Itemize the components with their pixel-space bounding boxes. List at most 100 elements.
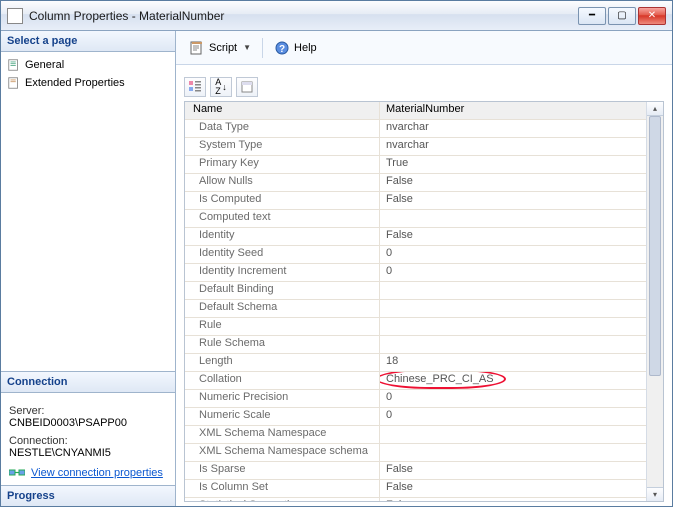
property-row[interactable]: Data Typenvarchar (185, 120, 646, 138)
property-value (380, 426, 646, 443)
property-name: Primary Key (185, 156, 380, 173)
categorized-icon (188, 80, 202, 94)
property-row[interactable]: Statistical SemanticsFalse (185, 498, 646, 501)
property-row[interactable]: Rule (185, 318, 646, 336)
chevron-down-icon: ▼ (243, 43, 251, 52)
page-extended[interactable]: Extended Properties (5, 74, 171, 92)
property-row[interactable]: Identity Increment0 (185, 264, 646, 282)
property-row[interactable]: Is SparseFalse (185, 462, 646, 480)
property-grid: NameMaterialNumberData TypenvarcharSyste… (184, 101, 664, 502)
scrollbar[interactable]: ▴ ▾ (646, 102, 663, 501)
select-page-header: Select a page (1, 31, 175, 52)
property-value: MaterialNumber (380, 102, 646, 119)
property-row[interactable]: XML Schema Namespace schema (185, 444, 646, 462)
property-row[interactable]: Is Column SetFalse (185, 480, 646, 498)
property-value (380, 318, 646, 335)
sort-az-icon: AZ (215, 78, 221, 96)
property-row[interactable]: Default Schema (185, 300, 646, 318)
spacer (1, 96, 175, 371)
property-value (380, 300, 646, 317)
script-label: Script (209, 42, 237, 54)
view-conn-row: View connection properties (9, 467, 167, 479)
property-value: 0 (380, 246, 646, 263)
property-row[interactable]: Numeric Scale0 (185, 408, 646, 426)
property-row[interactable]: XML Schema Namespace (185, 426, 646, 444)
property-value: False (380, 462, 646, 479)
view-connection-link[interactable]: View connection properties (31, 467, 163, 479)
page-icon (7, 58, 21, 72)
property-row[interactable]: Default Binding (185, 282, 646, 300)
property-value: 0 (380, 390, 646, 407)
categorized-button[interactable] (184, 77, 206, 97)
property-name: Computed text (185, 210, 380, 227)
property-row[interactable]: Primary KeyTrue (185, 156, 646, 174)
property-value (380, 336, 646, 353)
progress-header: Progress (1, 486, 175, 506)
property-row[interactable]: Numeric Precision0 (185, 390, 646, 408)
property-name: System Type (185, 138, 380, 155)
close-button[interactable]: ✕ (638, 7, 666, 25)
property-name: Length (185, 354, 380, 371)
property-row[interactable]: Length18 (185, 354, 646, 372)
property-row[interactable]: Rule Schema (185, 336, 646, 354)
scroll-thumb[interactable] (649, 116, 661, 376)
scroll-up-icon[interactable]: ▴ (647, 102, 663, 116)
property-row[interactable]: Allow NullsFalse (185, 174, 646, 192)
property-value (380, 444, 646, 461)
property-name: Identity Seed (185, 246, 380, 263)
property-value: False (380, 174, 646, 191)
property-name: Identity (185, 228, 380, 245)
property-name: Default Binding (185, 282, 380, 299)
right-pane: Script ▼ ? Help AZ↓ (176, 31, 672, 506)
property-name: Rule (185, 318, 380, 335)
property-row[interactable]: Identity Seed0 (185, 246, 646, 264)
minimize-button[interactable]: ━ (578, 7, 606, 25)
property-value (380, 282, 646, 299)
property-name: Identity Increment (185, 264, 380, 281)
connection-icon (9, 467, 25, 479)
page-general[interactable]: General (5, 56, 171, 74)
property-name: Numeric Scale (185, 408, 380, 425)
toolbar-sep (262, 38, 263, 58)
page-icon (7, 76, 21, 90)
highlight-annotation (380, 372, 506, 389)
property-row[interactable]: Computed text (185, 210, 646, 228)
property-row[interactable]: NameMaterialNumber (185, 102, 646, 120)
property-name: Is Sparse (185, 462, 380, 479)
property-value: Chinese_PRC_CI_AS (380, 372, 646, 389)
script-icon (189, 40, 205, 56)
property-name: XML Schema Namespace (185, 426, 380, 443)
connection-section: Server: CNBEID0003\PSAPP00 Connection: N… (1, 393, 175, 485)
connection-label: Connection: (9, 435, 167, 447)
property-pages-button[interactable] (236, 77, 258, 97)
property-value: nvarchar (380, 120, 646, 137)
grid-area: AZ↓ NameMaterialNumberData TypenvarcharS… (176, 65, 672, 506)
window-body: Select a page General Extended Propertie… (1, 31, 672, 506)
svg-text:?: ? (279, 44, 285, 55)
scroll-down-icon[interactable]: ▾ (647, 487, 663, 501)
property-row[interactable]: CollationChinese_PRC_CI_AS (185, 372, 646, 390)
script-button[interactable]: Script ▼ (184, 37, 256, 59)
property-value: False (380, 480, 646, 497)
property-name: Default Schema (185, 300, 380, 317)
app-icon (7, 8, 23, 24)
titlebar[interactable]: Column Properties - MaterialNumber ━ ▢ ✕ (1, 1, 672, 31)
property-value: False (380, 192, 646, 209)
connection-header: Connection (1, 372, 175, 393)
alphabetical-button[interactable]: AZ↓ (210, 77, 232, 97)
property-row[interactable]: Is ComputedFalse (185, 192, 646, 210)
page-general-label: General (25, 59, 64, 71)
property-name: Is Computed (185, 192, 380, 209)
toolbar: Script ▼ ? Help (176, 31, 672, 65)
property-value (380, 210, 646, 227)
property-value: nvarchar (380, 138, 646, 155)
property-name: Allow Nulls (185, 174, 380, 191)
maximize-button[interactable]: ▢ (608, 7, 636, 25)
property-row[interactable]: IdentityFalse (185, 228, 646, 246)
property-value: False (380, 228, 646, 245)
help-icon: ? (274, 40, 290, 56)
help-button[interactable]: ? Help (269, 37, 322, 59)
connection-value: NESTLE\CNYANMI5 (9, 447, 167, 459)
property-name: Numeric Precision (185, 390, 380, 407)
property-row[interactable]: System Typenvarchar (185, 138, 646, 156)
